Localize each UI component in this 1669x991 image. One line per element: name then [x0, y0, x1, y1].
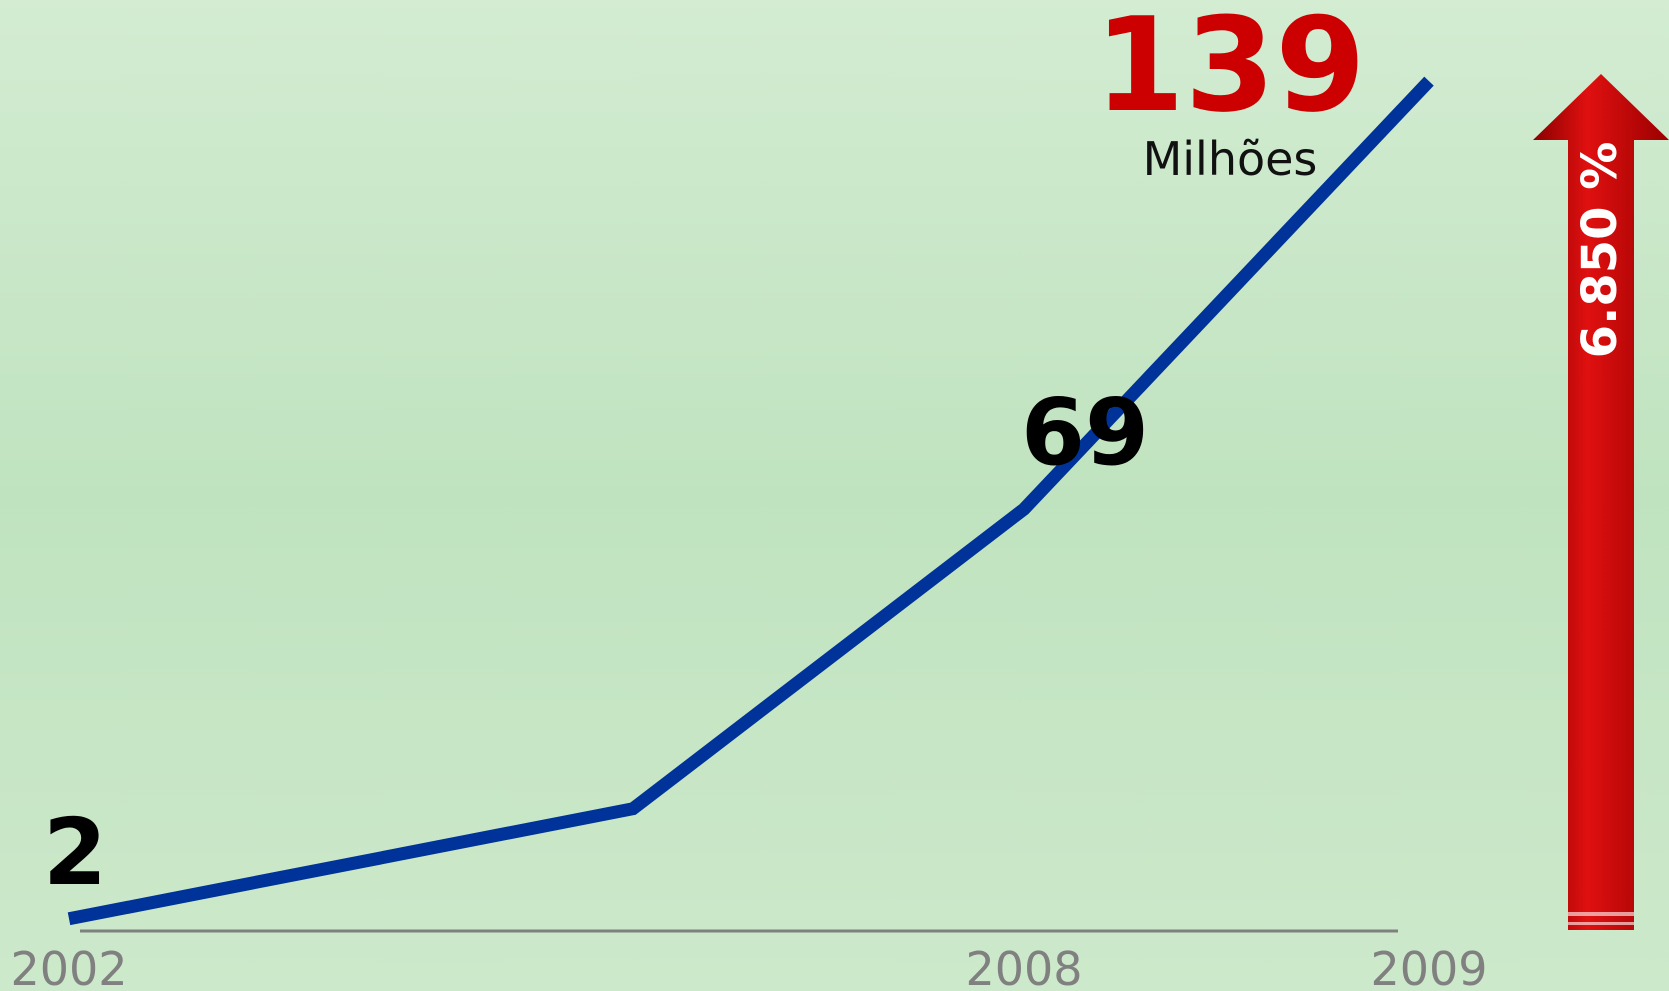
growth-arrow: 6.850 %: [1533, 74, 1669, 930]
arrow-stripe: [1568, 912, 1634, 916]
x-tick-label: 2009: [1370, 942, 1487, 991]
unit-label: Milhões: [1143, 132, 1318, 186]
data-line: [67, 76, 1434, 926]
x-tick-label: 2002: [10, 942, 127, 991]
data-label: 139: [1094, 0, 1365, 141]
arrow-body: [1533, 74, 1669, 930]
growth-annotation: 6.850 %: [1572, 142, 1628, 359]
data-label: 69: [1021, 379, 1149, 486]
x-tick-label: 2008: [965, 942, 1082, 991]
arrow-stripe: [1568, 922, 1634, 925]
data-label: 2: [43, 799, 107, 906]
